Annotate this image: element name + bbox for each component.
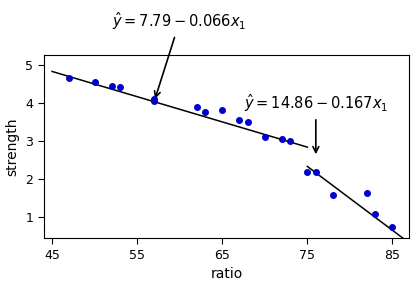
Point [108, 83, 115, 88]
Point [193, 104, 200, 109]
Point [278, 137, 285, 141]
Point [151, 97, 157, 101]
Y-axis label: strength: strength [5, 117, 20, 176]
Point [151, 98, 157, 103]
Point [202, 110, 208, 115]
Text: $\hat{y} = 7.79 - 0.066x_1$: $\hat{y} = 7.79 - 0.066x_1$ [112, 10, 247, 97]
Point [219, 108, 225, 113]
Point [91, 79, 98, 84]
X-axis label: ratio: ratio [210, 267, 243, 282]
Point [287, 139, 294, 143]
Point [244, 120, 251, 124]
Point [364, 190, 370, 195]
Point [330, 192, 336, 197]
Point [389, 225, 396, 229]
Point [117, 85, 123, 90]
Point [372, 211, 379, 216]
Point [261, 135, 268, 139]
Point [304, 169, 311, 174]
Point [236, 118, 243, 122]
Point [66, 76, 72, 80]
Text: $\hat{y} = 14.86 - 0.167x_1$: $\hat{y} = 14.86 - 0.167x_1$ [244, 92, 388, 152]
Point [312, 169, 319, 174]
